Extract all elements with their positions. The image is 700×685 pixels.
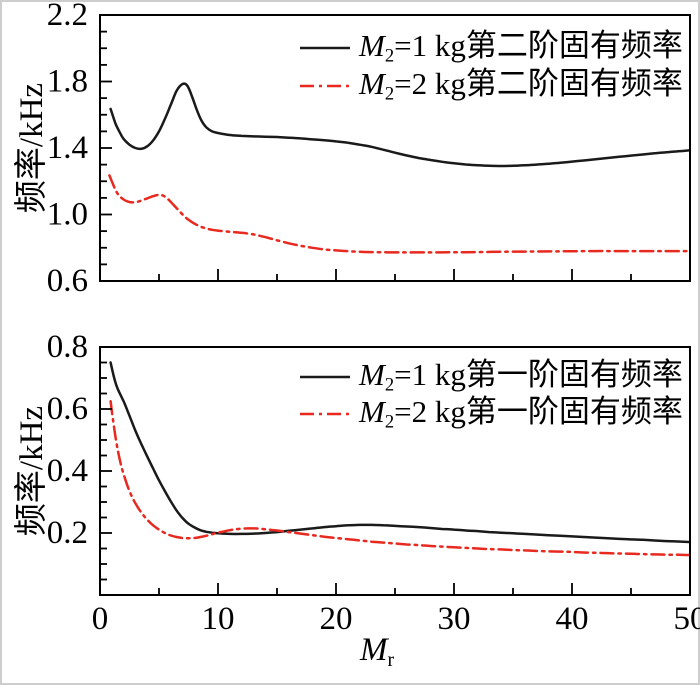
legend-rest: =2 kg第一阶固有频率: [394, 393, 683, 429]
legend-label: M2=1 kg第二阶固有频率: [359, 30, 683, 66]
legend-var: M: [359, 65, 385, 101]
legend-rest: =2 kg第二阶固有频率: [394, 65, 683, 101]
legend-item-bottom-red: M2=2 kg第一阶固有频率: [298, 395, 683, 433]
top-chart-second-order: 0.6 1.0 1.4 1.8 2.2: [47, 0, 691, 299]
y-tick-label: 0.6: [47, 391, 88, 427]
legend-sample-svg: [300, 412, 350, 416]
legend-sub: 2: [384, 411, 395, 433]
x-axis-title: Mr: [360, 632, 394, 672]
x-tick-label: 10: [202, 601, 235, 637]
legend-item-top-red: M2=2 kg第二阶固有频率: [298, 67, 683, 105]
series-line-0: [109, 82, 689, 168]
y-tick-label: 1.0: [47, 197, 88, 233]
legend-label: M2=2 kg第二阶固有频率: [359, 68, 683, 104]
legend-var: M: [359, 393, 385, 429]
y-tick-label: 0.2: [47, 515, 88, 551]
y-tick-label: 0.6: [47, 263, 88, 299]
x-axis-title-sub: r: [387, 648, 395, 671]
legend-sub: 2: [384, 45, 395, 67]
series-group: [108, 82, 689, 254]
series-line-1: [108, 174, 689, 254]
x-tick-label: 30: [438, 601, 471, 637]
legend-sub: 2: [384, 83, 395, 105]
x-tick-label: 50: [674, 601, 700, 637]
x-tick-label: 0: [92, 601, 109, 637]
legend-rest: =1 kg第一阶固有频率: [394, 356, 683, 392]
legend-sub: 2: [384, 374, 395, 396]
bottom-y-axis-title: 频率/kHz: [14, 405, 50, 537]
legend-item-top-black: M2=1 kg第二阶固有频率: [298, 29, 683, 67]
legend-item-bottom-black: M2=1 kg第一阶固有频率: [298, 358, 683, 396]
y-tick-label: 1.4: [47, 130, 88, 166]
legend-sample-svg: [300, 375, 350, 379]
legend-sample-svg: [300, 46, 350, 50]
y-tick-label: 0.8: [47, 329, 88, 365]
bottom-chart-first-order: 0.2 0.4 0.6 0.8 0 10 20 30 40 50: [47, 329, 700, 637]
series-line-0: [109, 361, 689, 544]
legend-sample-svg: [300, 84, 350, 88]
y-tick-label: 2.2: [47, 0, 88, 33]
y-tick-label: 1.8: [47, 64, 88, 100]
series-line-1: [109, 400, 689, 557]
legend-var: M: [359, 27, 385, 63]
top-y-axis-title: 频率/kHz: [14, 82, 50, 214]
x-tick-label: 40: [556, 601, 589, 637]
x-tick-label: 20: [320, 601, 353, 637]
series-group: [109, 361, 689, 557]
y-tick-label: 0.4: [47, 453, 88, 489]
legend-rest: =1 kg第二阶固有频率: [394, 27, 683, 63]
legend-var: M: [359, 356, 385, 392]
x-axis-title-var: M: [359, 632, 388, 669]
legend-label: M2=2 kg第一阶固有频率: [359, 396, 683, 432]
legend-label: M2=1 kg第一阶固有频率: [359, 359, 683, 395]
